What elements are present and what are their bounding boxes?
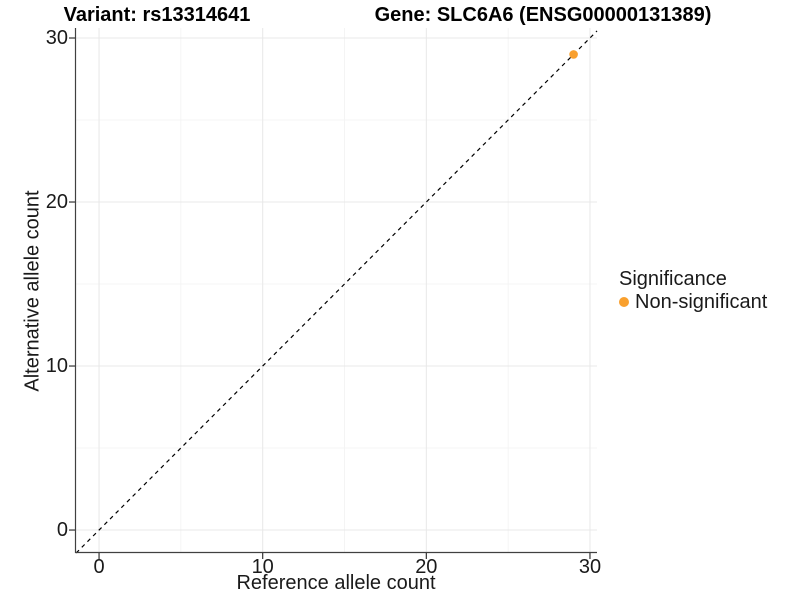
y-tick-label: 30 xyxy=(45,27,68,49)
legend-entry: Non-significant xyxy=(619,291,767,313)
x-tick-label: 30 xyxy=(578,556,602,578)
legend-title: Significance xyxy=(619,268,727,290)
variant-title: Variant: rs13314641 xyxy=(63,4,251,26)
data-point xyxy=(569,50,578,59)
legend-entry-label: Non-significant xyxy=(635,291,768,313)
y-tick-label: 0 xyxy=(56,519,68,542)
legend: Significance Non-significant xyxy=(619,269,767,313)
identity-line xyxy=(75,30,598,554)
x-tick-label: 10 xyxy=(251,556,274,578)
y-tick-label: 10 xyxy=(45,355,68,378)
y-tick-label: 20 xyxy=(45,191,68,214)
x-axis-label: Reference allele count xyxy=(236,572,436,594)
x-tick-label: 0 xyxy=(93,556,105,578)
plot-panel xyxy=(69,28,598,559)
plot-canvas xyxy=(69,28,598,559)
gene-title: Gene: SLC6A6 (ENSG00000131389) xyxy=(374,4,712,26)
x-tick-label: 20 xyxy=(415,556,438,578)
legend-point-marker-icon xyxy=(619,297,629,307)
